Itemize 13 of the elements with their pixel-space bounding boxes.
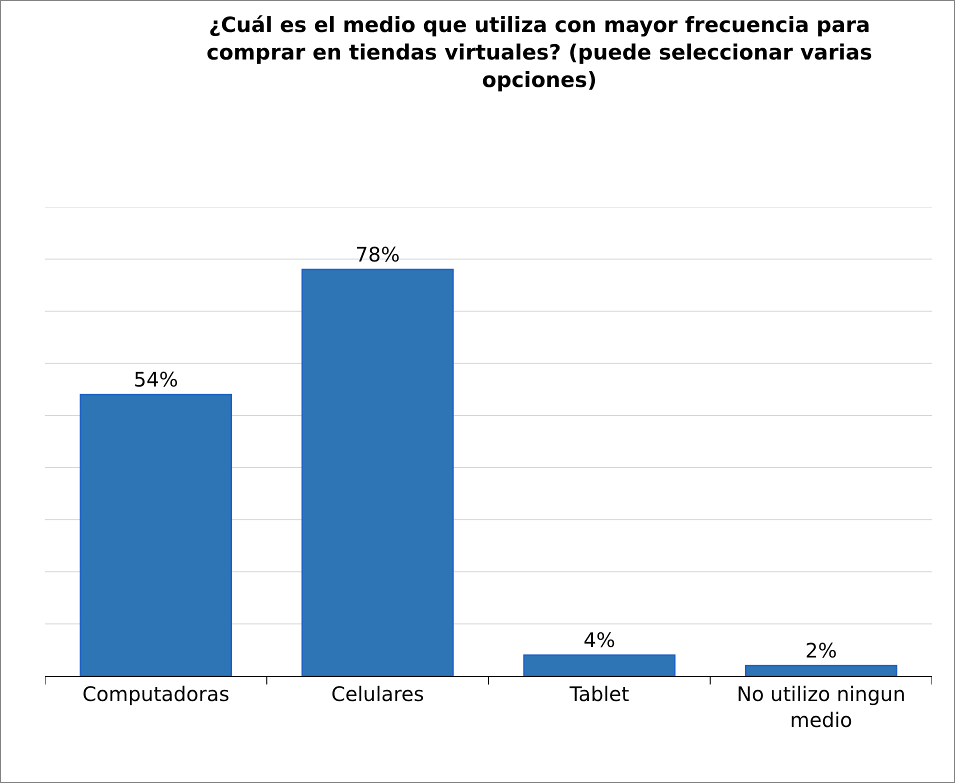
x-tick-label: Tablet xyxy=(568,682,630,706)
data-label: 54% xyxy=(134,368,178,392)
data-label: 2% xyxy=(805,638,837,663)
data-label: 4% xyxy=(584,628,616,652)
bar xyxy=(744,664,898,676)
x-tick-label: No utilizo ningun medio xyxy=(736,682,906,732)
bar xyxy=(80,394,232,676)
x-tick-label: Computadoras xyxy=(82,682,230,706)
data-label: 78% xyxy=(355,242,400,267)
bar xyxy=(301,268,454,676)
x-tick-label: Celulares xyxy=(331,682,424,706)
bar xyxy=(523,654,676,676)
chart-title: ¿Cuál es el medio que utiliza con mayor frecuencia para comprar en tiendas virtuales? (puede seleccionar varias opciones) xyxy=(206,13,872,92)
